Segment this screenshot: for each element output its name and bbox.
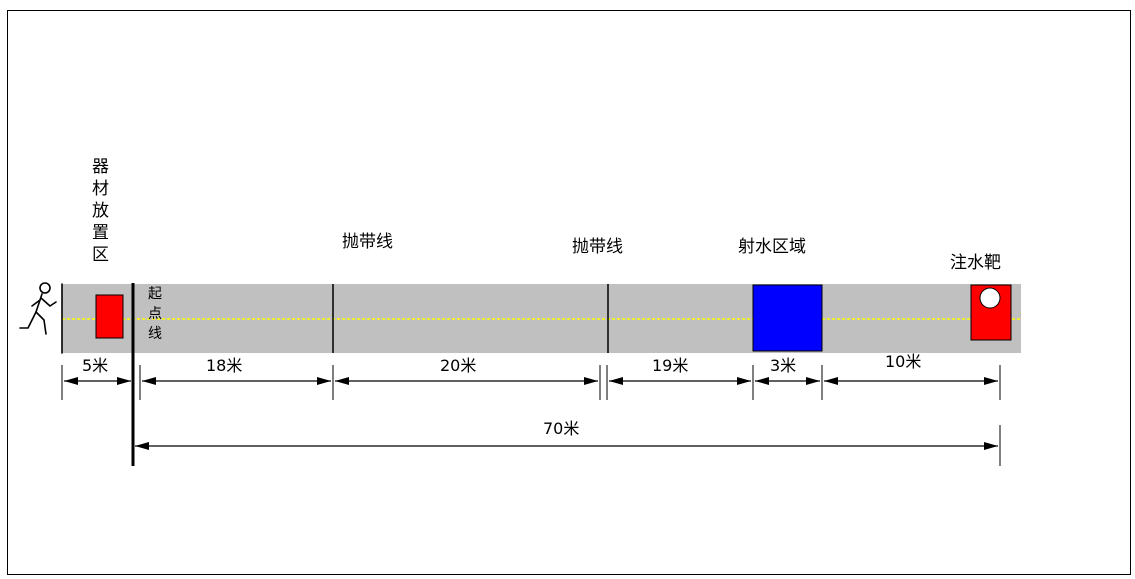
belt-line-1-label: 抛带线 [342, 232, 393, 252]
equipment-zone-label: 器 材 放 置 区 [92, 157, 114, 265]
dimension-arrows [64, 377, 998, 450]
dim-3m-label: 3米 [770, 356, 796, 375]
target-label: 注水靶 [950, 253, 1001, 273]
running-person-icon [19, 282, 63, 354]
spray-zone [752, 284, 823, 352]
spray-zone-label: 射水区域 [738, 237, 806, 257]
dim-19m-label: 19米 [652, 356, 688, 375]
dimension-ticks [61, 365, 1001, 466]
dim-10m-label: 10米 [885, 352, 921, 371]
track [62, 284, 1021, 353]
dim-5m-label: 5米 [82, 356, 108, 375]
equipment-box [95, 294, 124, 339]
dim-18m-label: 18米 [206, 356, 242, 375]
target [970, 284, 1012, 341]
belt-line-2-label: 抛带线 [572, 237, 623, 257]
dim-20m-label: 20米 [440, 356, 476, 375]
start-line-label: 起 点 线 [148, 286, 166, 342]
dim-70m-label: 70米 [543, 419, 579, 438]
diagram-frame [7, 10, 1131, 575]
